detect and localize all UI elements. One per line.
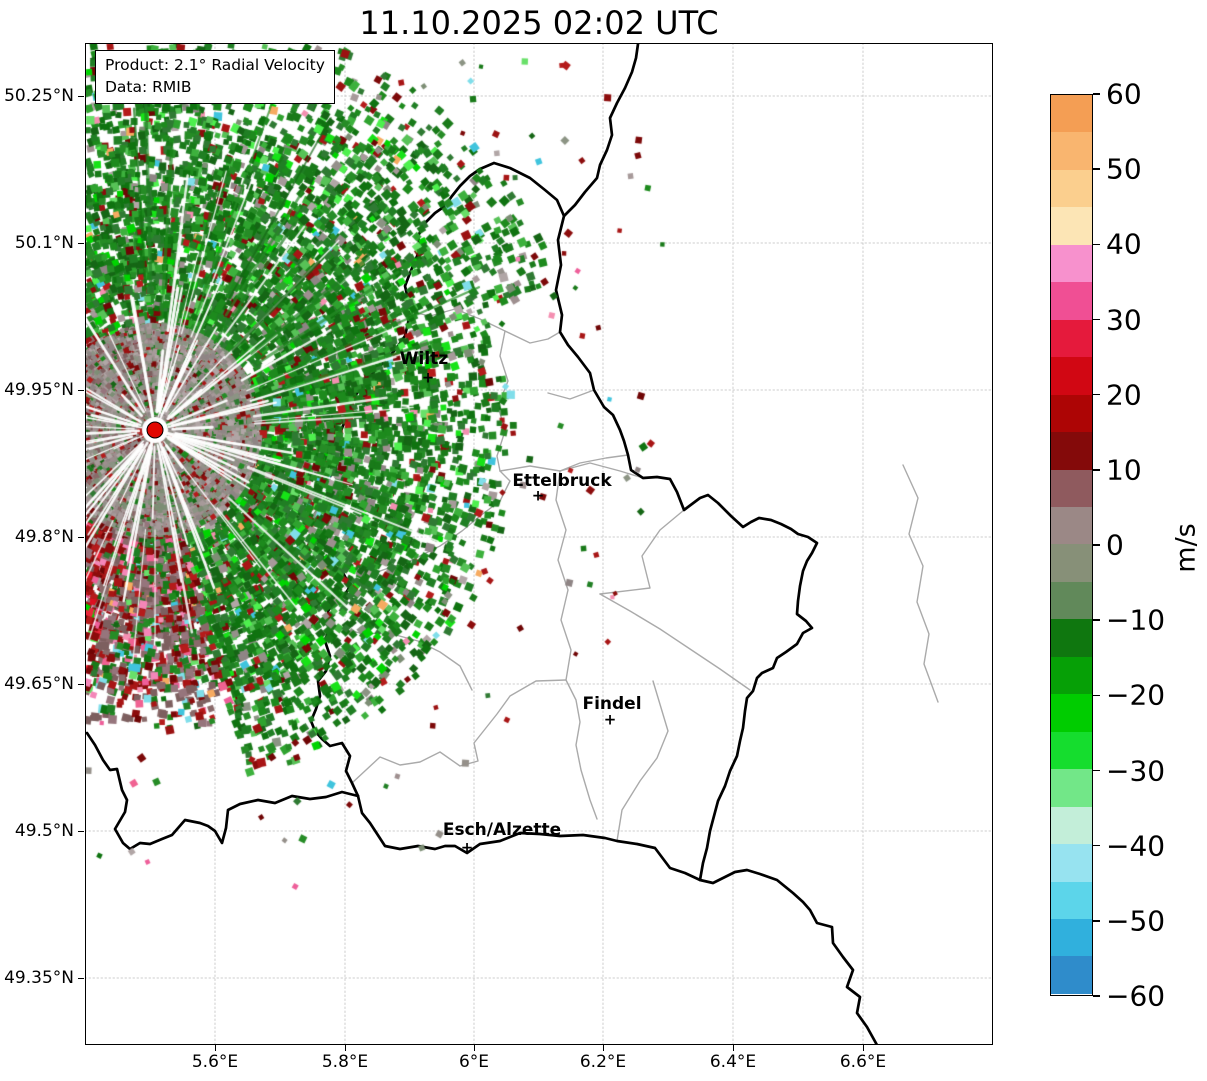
colorbar-band — [1051, 357, 1092, 395]
y-tick-label: 49.35°N — [4, 968, 74, 988]
colorbar-tick-label: −50 — [1106, 904, 1166, 938]
y-tick-label: 49.8°N — [14, 527, 74, 547]
y-tick-mark — [78, 390, 84, 392]
colorbar-tick-mark — [1093, 844, 1100, 847]
radar-site-marker — [146, 421, 164, 439]
colorbar-band — [1051, 769, 1092, 807]
x-tick-mark — [863, 1045, 865, 1051]
colorbar-tick-label: 20 — [1106, 378, 1142, 412]
colorbar-tick-label: −30 — [1106, 754, 1166, 787]
city-label: Ettelbruck — [512, 471, 612, 491]
city-marker-icon: + — [531, 486, 545, 505]
y-tick-mark — [78, 684, 84, 686]
colorbar-tick-label: −60 — [1106, 979, 1166, 1013]
colorbar-tick-label: −40 — [1106, 829, 1166, 863]
y-tick-label: 49.5°N — [14, 821, 74, 841]
figure-title: 11.10.2025 02:02 UTC — [359, 4, 719, 42]
city-label: Findel — [582, 694, 642, 714]
colorbar-tick-mark — [1093, 168, 1100, 170]
colorbar-tick-mark — [1093, 243, 1100, 246]
colorbar-band — [1051, 581, 1092, 620]
colorbar-tick-mark — [1093, 318, 1100, 321]
colorbar-band — [1051, 169, 1092, 208]
colorbar-tick-label: −10 — [1106, 603, 1166, 637]
colorbar-band — [1051, 956, 1092, 994]
x-tick-mark — [733, 1045, 735, 1051]
colorbar-tick-mark — [1093, 769, 1100, 772]
y-tick-mark — [78, 96, 84, 98]
colorbar-tick-mark — [1093, 619, 1100, 621]
velocity-colorbar — [1050, 94, 1093, 996]
colorbar-band — [1051, 694, 1092, 732]
colorbar-band — [1051, 731, 1092, 770]
x-tick-label: 5.6°E — [191, 1052, 239, 1072]
y-tick-label: 50.25°N — [4, 86, 74, 106]
colorbar-tick-label: −20 — [1106, 678, 1166, 712]
y-tick-label: 49.95°N — [4, 380, 74, 400]
colorbar-tick-mark — [1093, 920, 1100, 922]
colorbar-band — [1051, 282, 1092, 320]
city-marker-icon: + — [421, 368, 435, 387]
colorbar-band — [1051, 918, 1092, 957]
y-tick-mark — [78, 831, 84, 833]
x-tick-mark — [603, 1045, 605, 1051]
x-tick-label: 6.6°E — [839, 1052, 887, 1072]
y-tick-mark — [78, 537, 84, 539]
y-tick-label: 49.65°N — [4, 674, 74, 694]
city-label: Esch/Alzette — [442, 820, 562, 840]
city-marker-icon: + — [460, 838, 474, 857]
colorbar-tick-mark — [1093, 995, 1100, 997]
x-tick-label: 6.2°E — [579, 1052, 627, 1072]
data-source-label: Data: RMIB — [105, 78, 192, 96]
product-info-box: Product: 2.1° Radial Velocity Data: RMIB — [95, 50, 335, 104]
colorbar-band — [1051, 506, 1092, 545]
colorbar-tick-label: 10 — [1106, 453, 1142, 487]
y-tick-mark — [78, 243, 84, 245]
colorbar-band — [1051, 844, 1092, 882]
city-marker-icon: + — [603, 710, 617, 729]
radar-velocity-field — [85, 43, 993, 1045]
colorbar-band — [1051, 469, 1092, 507]
x-tick-label: 6.4°E — [709, 1052, 757, 1072]
x-tick-mark — [345, 1045, 347, 1051]
product-label: Product: 2.1° Radial Velocity — [105, 56, 325, 74]
colorbar-band — [1051, 244, 1092, 283]
colorbar-tick-mark — [1093, 544, 1100, 546]
colorbar-tick-mark — [1093, 694, 1100, 697]
colorbar-tick-label: 50 — [1106, 152, 1142, 186]
colorbar-tick-label: 0 — [1106, 528, 1124, 562]
colorbar-band — [1051, 806, 1092, 845]
map-plot-area: Product: 2.1° Radial Velocity Data: RMIB… — [85, 43, 993, 1045]
colorbar-band — [1051, 207, 1092, 245]
colorbar-band — [1051, 394, 1092, 433]
colorbar-tick-label: 60 — [1106, 77, 1142, 111]
colorbar-tick-mark — [1093, 469, 1100, 471]
colorbar-tick-label: 40 — [1106, 227, 1142, 261]
x-tick-label: 6°E — [458, 1052, 490, 1072]
y-tick-mark — [78, 978, 84, 980]
x-tick-mark — [215, 1045, 217, 1051]
colorbar-tick-mark — [1093, 393, 1100, 396]
colorbar-band — [1051, 95, 1092, 133]
x-tick-mark — [474, 1045, 476, 1051]
colorbar-band — [1051, 544, 1092, 582]
colorbar-tick-mark — [1093, 93, 1100, 95]
colorbar-band — [1051, 881, 1092, 919]
colorbar-band — [1051, 619, 1092, 657]
colorbar-band — [1051, 432, 1092, 470]
colorbar-band — [1051, 656, 1092, 695]
colorbar-band — [1051, 132, 1092, 170]
colorbar-unit-label: m/s — [1170, 523, 1202, 573]
colorbar-band — [1051, 319, 1092, 358]
colorbar-tick-label: 30 — [1106, 303, 1142, 336]
city-label: Wiltz — [399, 349, 449, 369]
y-tick-label: 50.1°N — [14, 233, 74, 253]
x-tick-label: 5.8°E — [321, 1052, 369, 1072]
